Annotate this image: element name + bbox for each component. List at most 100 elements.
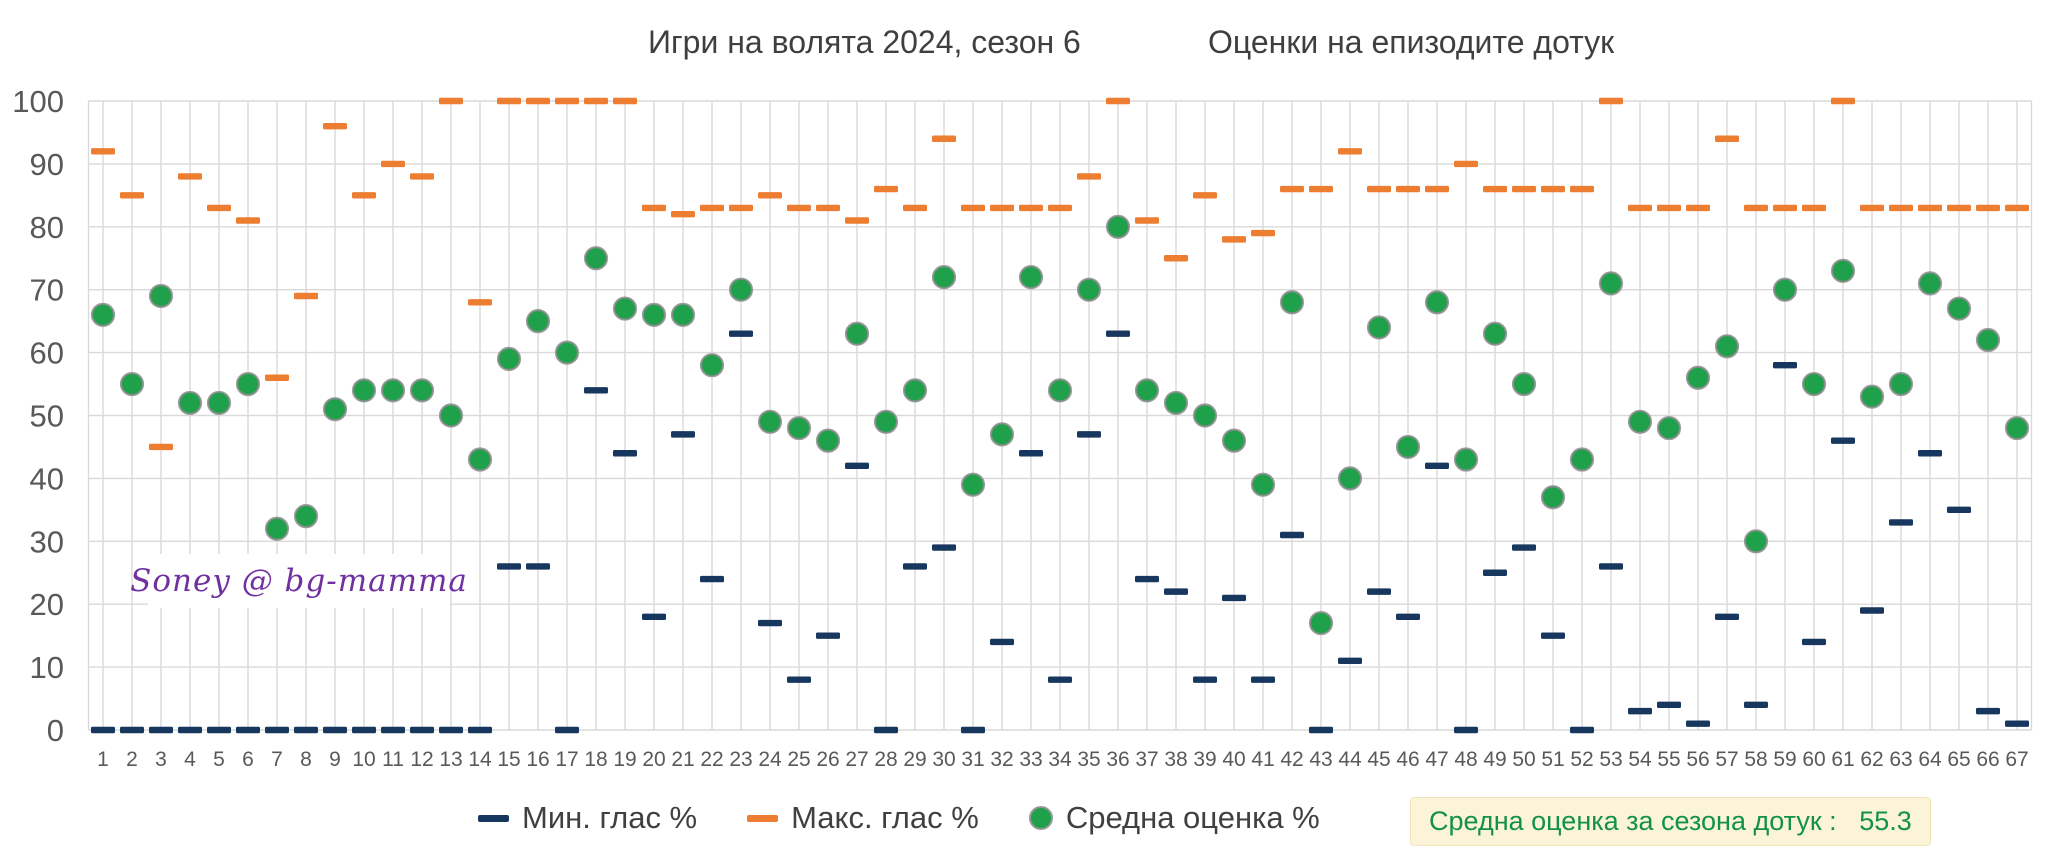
x-axis-label: 18 bbox=[584, 748, 607, 771]
x-axis-label: 1 bbox=[97, 748, 109, 771]
max-marker bbox=[526, 97, 550, 105]
min-marker bbox=[149, 726, 173, 734]
avg-marker bbox=[699, 353, 725, 378]
min-marker bbox=[1164, 588, 1188, 595]
min-marker bbox=[1280, 531, 1304, 539]
legend-label-avg: Средна оценка % bbox=[1065, 800, 1320, 835]
x-axis-label: 60 bbox=[1802, 748, 1825, 771]
min-marker bbox=[1715, 613, 1739, 620]
max-marker bbox=[1599, 97, 1623, 105]
max-marker bbox=[352, 192, 376, 199]
min-marker bbox=[2005, 720, 2029, 727]
max-marker bbox=[381, 160, 405, 168]
x-axis-label: 57 bbox=[1715, 748, 1738, 771]
avg-marker bbox=[989, 422, 1015, 447]
min-marker bbox=[787, 676, 811, 683]
x-axis-label: 42 bbox=[1280, 748, 1303, 771]
x-axis-label: 63 bbox=[1889, 748, 1912, 771]
max-marker bbox=[497, 97, 521, 105]
x-axis-label: 29 bbox=[903, 748, 926, 771]
avg-marker bbox=[1076, 277, 1102, 302]
max-marker bbox=[555, 97, 579, 105]
max-marker bbox=[1193, 192, 1217, 199]
min-marker bbox=[555, 726, 579, 734]
max-marker bbox=[700, 204, 724, 212]
max-marker bbox=[1831, 97, 1855, 105]
avg-marker bbox=[235, 371, 261, 397]
x-axis-label: 19 bbox=[613, 748, 636, 771]
min-marker bbox=[758, 619, 782, 627]
x-axis-label: 48 bbox=[1454, 748, 1477, 771]
min-marker bbox=[990, 638, 1014, 646]
min-marker bbox=[1309, 726, 1333, 734]
x-axis-label: 62 bbox=[1860, 748, 1883, 771]
min-marker bbox=[1396, 613, 1420, 620]
avg-marker bbox=[1714, 334, 1740, 359]
avg-marker bbox=[931, 265, 957, 290]
max-marker bbox=[1280, 185, 1304, 193]
x-axis-label: 15 bbox=[497, 748, 520, 771]
max-marker bbox=[1483, 185, 1507, 193]
max-marker bbox=[178, 173, 202, 180]
max-marker bbox=[1715, 135, 1739, 142]
max-marker bbox=[671, 211, 695, 218]
min-marker bbox=[468, 726, 492, 734]
min-marker bbox=[1338, 657, 1362, 665]
max-marker bbox=[613, 97, 637, 105]
avg-marker bbox=[1018, 265, 1044, 290]
min-marker bbox=[236, 726, 260, 734]
x-axis-label: 7 bbox=[271, 748, 283, 771]
max-marker bbox=[990, 204, 1014, 212]
avg-marker bbox=[1743, 529, 1769, 554]
x-axis-label: 24 bbox=[758, 748, 782, 771]
avg-marker bbox=[206, 390, 232, 416]
min-marker bbox=[1802, 638, 1826, 646]
x-axis-label: 35 bbox=[1077, 748, 1100, 771]
min-marker bbox=[1918, 450, 1942, 457]
avg-marker bbox=[1830, 258, 1856, 283]
max-marker bbox=[1860, 204, 1884, 212]
avg-marker bbox=[1946, 296, 1972, 321]
max-marker bbox=[1628, 204, 1652, 212]
avg-marker bbox=[1134, 378, 1160, 403]
min-marker bbox=[1193, 676, 1217, 683]
min-marker bbox=[1947, 506, 1971, 514]
max-marker bbox=[1512, 185, 1536, 193]
min-marker bbox=[1657, 701, 1681, 709]
chart-legend: Мин. глас % Макс. глас % Средна оценка % bbox=[478, 800, 1320, 836]
min-marker bbox=[642, 613, 666, 620]
watermark: Soney @ bg-mamma bbox=[130, 554, 467, 608]
avg-marker bbox=[902, 378, 928, 403]
avg-marker bbox=[1453, 447, 1479, 472]
x-axis-label: 32 bbox=[990, 748, 1013, 771]
max-marker bbox=[1802, 204, 1826, 212]
x-axis-label: 51 bbox=[1541, 748, 1564, 771]
x-axis-label: 34 bbox=[1048, 748, 1072, 771]
avg-marker bbox=[1105, 214, 1131, 239]
max-marker bbox=[787, 204, 811, 212]
min-marker bbox=[1773, 361, 1797, 369]
season-average-label: Средна оценка за сезона дотук : bbox=[1429, 806, 1837, 836]
avg-marker bbox=[583, 246, 609, 271]
min-marker bbox=[1570, 726, 1594, 734]
season-average-note: Средна оценка за сезона дотук : 55.3 bbox=[1410, 797, 1931, 846]
x-axis-label: 21 bbox=[671, 748, 694, 771]
min-marker bbox=[613, 450, 637, 457]
x-axis-label: 4 bbox=[184, 748, 196, 771]
max-marker bbox=[1396, 185, 1420, 193]
x-axis-label: 31 bbox=[961, 748, 984, 771]
x-axis-label: 25 bbox=[787, 748, 810, 771]
max-marker bbox=[1106, 97, 1130, 105]
max-marker bbox=[1309, 185, 1333, 193]
x-axis-label: 67 bbox=[2005, 748, 2028, 771]
min-marker bbox=[1106, 330, 1130, 337]
y-axis-label: 0 bbox=[47, 713, 64, 748]
x-axis-label: 9 bbox=[329, 748, 341, 771]
max-marker bbox=[1947, 204, 1971, 212]
avg-marker bbox=[1540, 485, 1566, 510]
min-marker bbox=[410, 726, 434, 734]
x-axis-label: 53 bbox=[1599, 748, 1622, 771]
min-marker bbox=[1454, 726, 1478, 734]
x-axis-label: 58 bbox=[1744, 748, 1767, 771]
